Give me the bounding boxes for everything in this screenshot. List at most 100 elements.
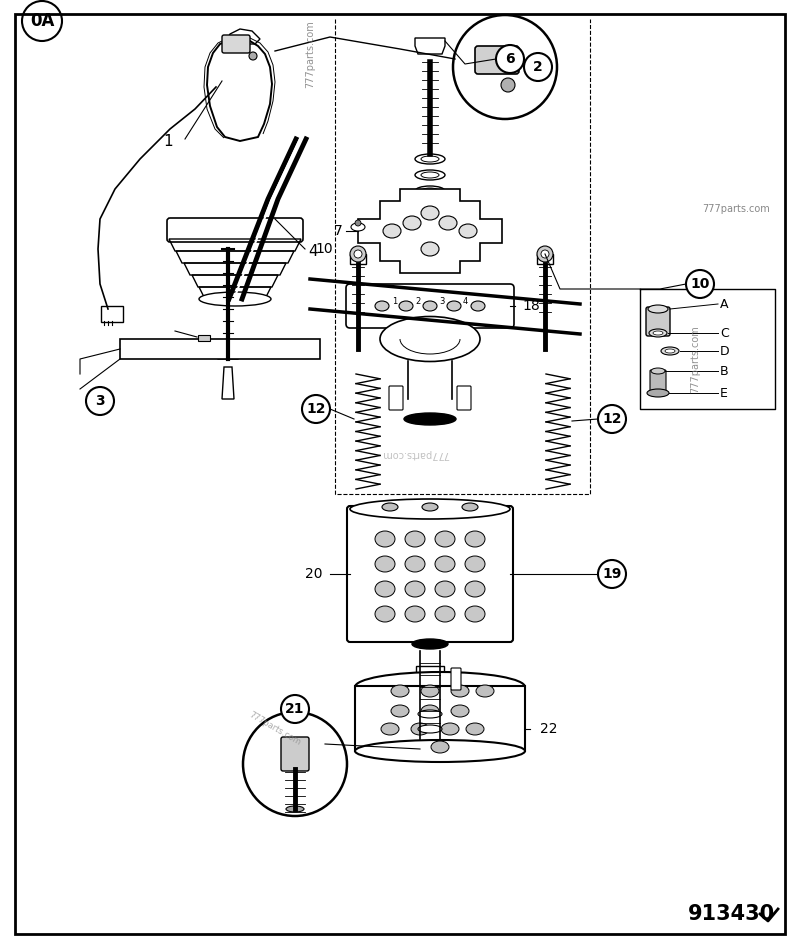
Ellipse shape — [415, 202, 445, 212]
Ellipse shape — [651, 368, 665, 374]
Ellipse shape — [380, 317, 480, 362]
Text: 0A: 0A — [30, 12, 54, 30]
Ellipse shape — [399, 301, 413, 311]
Ellipse shape — [375, 606, 395, 622]
Ellipse shape — [435, 556, 455, 572]
Ellipse shape — [465, 606, 485, 622]
Circle shape — [501, 78, 515, 92]
Ellipse shape — [665, 349, 675, 353]
FancyBboxPatch shape — [475, 46, 519, 74]
Ellipse shape — [415, 154, 445, 164]
Ellipse shape — [381, 723, 399, 735]
Ellipse shape — [465, 556, 485, 572]
FancyBboxPatch shape — [346, 284, 514, 328]
Ellipse shape — [418, 725, 442, 733]
Ellipse shape — [649, 329, 667, 337]
FancyBboxPatch shape — [355, 686, 525, 751]
Ellipse shape — [375, 531, 395, 547]
Circle shape — [281, 695, 309, 723]
Ellipse shape — [459, 224, 477, 238]
Text: 22: 22 — [540, 722, 558, 736]
Circle shape — [598, 560, 626, 588]
Text: 12: 12 — [602, 412, 622, 426]
Polygon shape — [198, 335, 210, 341]
Text: 777parts.com: 777parts.com — [690, 326, 700, 393]
Text: 21: 21 — [286, 702, 305, 716]
Ellipse shape — [421, 172, 439, 178]
Ellipse shape — [451, 705, 469, 717]
Circle shape — [598, 405, 626, 433]
FancyBboxPatch shape — [101, 306, 123, 322]
Text: C: C — [720, 326, 729, 340]
Ellipse shape — [648, 305, 668, 313]
Ellipse shape — [403, 216, 421, 230]
Polygon shape — [216, 347, 240, 359]
Ellipse shape — [653, 331, 663, 335]
Circle shape — [86, 387, 114, 415]
Text: 4: 4 — [308, 244, 318, 258]
Ellipse shape — [350, 499, 510, 519]
Ellipse shape — [405, 606, 425, 622]
FancyBboxPatch shape — [650, 370, 666, 394]
Ellipse shape — [382, 503, 398, 511]
Ellipse shape — [647, 389, 669, 397]
FancyBboxPatch shape — [451, 668, 461, 690]
Text: 777parts.com: 777parts.com — [381, 449, 449, 459]
Polygon shape — [222, 367, 234, 399]
FancyBboxPatch shape — [120, 339, 320, 359]
FancyBboxPatch shape — [350, 254, 366, 264]
Circle shape — [686, 270, 714, 298]
Ellipse shape — [404, 413, 456, 425]
Circle shape — [302, 395, 330, 423]
Text: D: D — [720, 344, 730, 358]
Ellipse shape — [421, 242, 439, 256]
Ellipse shape — [421, 705, 439, 717]
Ellipse shape — [439, 216, 457, 230]
Ellipse shape — [465, 581, 485, 597]
Ellipse shape — [435, 531, 455, 547]
Ellipse shape — [441, 723, 459, 735]
Circle shape — [524, 53, 552, 81]
Ellipse shape — [471, 301, 485, 311]
Text: B: B — [720, 364, 729, 378]
Ellipse shape — [447, 301, 461, 311]
Ellipse shape — [431, 741, 449, 753]
Text: 3: 3 — [95, 394, 105, 408]
Text: 2: 2 — [533, 60, 543, 74]
Ellipse shape — [435, 606, 455, 622]
Circle shape — [350, 246, 366, 262]
FancyBboxPatch shape — [167, 218, 303, 242]
Text: 12: 12 — [306, 402, 326, 416]
Text: 10: 10 — [690, 277, 710, 291]
Ellipse shape — [405, 556, 425, 572]
Ellipse shape — [421, 206, 439, 220]
Text: 6: 6 — [505, 52, 515, 66]
Circle shape — [541, 250, 549, 258]
Ellipse shape — [412, 639, 448, 649]
Text: 777parts.com: 777parts.com — [702, 204, 770, 214]
Polygon shape — [415, 38, 445, 54]
Text: 19: 19 — [602, 567, 622, 581]
Circle shape — [249, 52, 257, 60]
Ellipse shape — [405, 531, 425, 547]
Text: 913430: 913430 — [688, 904, 775, 924]
Polygon shape — [358, 189, 502, 273]
Ellipse shape — [418, 710, 442, 718]
Ellipse shape — [476, 685, 494, 697]
Ellipse shape — [355, 672, 525, 702]
Ellipse shape — [462, 503, 478, 511]
Text: 777parts.com: 777parts.com — [305, 20, 315, 88]
Ellipse shape — [405, 581, 425, 597]
Ellipse shape — [465, 531, 485, 547]
Circle shape — [354, 250, 362, 258]
FancyBboxPatch shape — [537, 254, 553, 264]
Text: A: A — [720, 297, 729, 310]
Text: 4: 4 — [462, 296, 468, 306]
Ellipse shape — [466, 723, 484, 735]
FancyBboxPatch shape — [281, 737, 309, 771]
FancyBboxPatch shape — [347, 506, 513, 642]
FancyBboxPatch shape — [646, 307, 670, 336]
Ellipse shape — [411, 723, 429, 735]
Ellipse shape — [351, 223, 365, 231]
Ellipse shape — [421, 188, 439, 194]
